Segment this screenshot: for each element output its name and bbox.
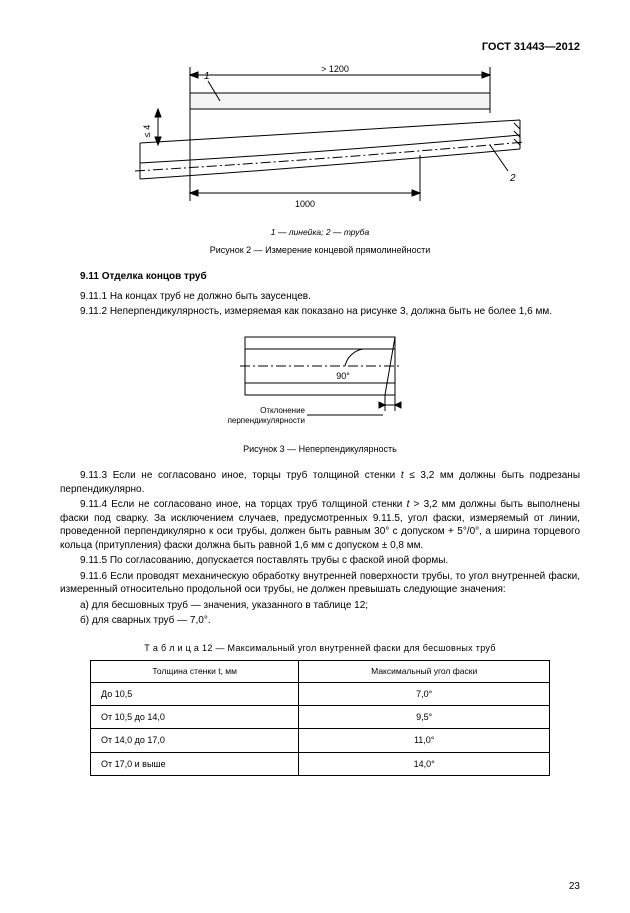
figure-2-caption: Рисунок 2 — Измерение концевой прямолине… — [60, 244, 580, 256]
figure-3-caption: Рисунок 3 — Неперпендикулярность — [60, 443, 580, 455]
svg-text:90°: 90° — [336, 371, 350, 381]
para-9-11-6b: б) для сварных труб — 7,0°. — [60, 614, 580, 628]
svg-text:2: 2 — [509, 173, 516, 184]
figure-2-legend: 1 — линейка; 2 — труба — [60, 227, 580, 238]
para-9-11-1: 9.11.1 На концах труб не должно быть зау… — [60, 290, 580, 304]
svg-text:от перпендикулярности: от перпендикулярности — [225, 416, 305, 425]
para-9-11-5: 9.11.5 По согласованию, допускается пост… — [60, 554, 580, 568]
table-row: От 17,0 и выше14,0° — [91, 752, 550, 775]
svg-text:1: 1 — [204, 71, 210, 82]
para-9-11-3: 9.11.3 Если не согласовано иное, торцы т… — [60, 469, 580, 496]
table-col-2: Максимальный угол фаски — [299, 660, 550, 682]
table-row: От 10,5 до 14,09,5° — [91, 706, 550, 729]
svg-text:≤ 4: ≤ 4 — [142, 125, 152, 137]
table-12-caption: Т а б л и ц а 12 — Максимальный угол вну… — [60, 642, 580, 654]
doc-header: ГОСТ 31443—2012 — [60, 40, 580, 55]
svg-text:Отклонение: Отклонение — [260, 406, 305, 415]
table-col-1: Толщина стенки t, мм — [91, 660, 299, 682]
para-9-11-4: 9.11.4 Если не согласовано иное, на торц… — [60, 498, 580, 552]
svg-text:1000: 1000 — [295, 199, 315, 209]
table-12: Толщина стенки t, мм Максимальный угол ф… — [90, 660, 550, 776]
figure-2: > 1200 1000 ≤ 4 1 2 — [110, 63, 530, 223]
table-row: От 14,0 до 17,011,0° — [91, 729, 550, 752]
section-title: 9.11 Отделка концов труб — [80, 270, 580, 284]
figure-3: 90° Отклонение от перпендикулярности — [225, 327, 415, 437]
para-9-11-6: 9.11.6 Если проводят механическую обрабо… — [60, 570, 580, 597]
table-row: До 10,57,0° — [91, 683, 550, 706]
para-9-11-6a: а) для бесшовных труб — значения, указан… — [60, 599, 580, 613]
svg-text:> 1200: > 1200 — [321, 64, 349, 74]
para-9-11-2: 9.11.2 Неперпендикулярность, измеряемая … — [60, 305, 580, 319]
table-header-row: Толщина стенки t, мм Максимальный угол ф… — [91, 660, 550, 682]
page: ГОСТ 31443—2012 — [0, 0, 630, 913]
page-number: 23 — [569, 880, 580, 894]
